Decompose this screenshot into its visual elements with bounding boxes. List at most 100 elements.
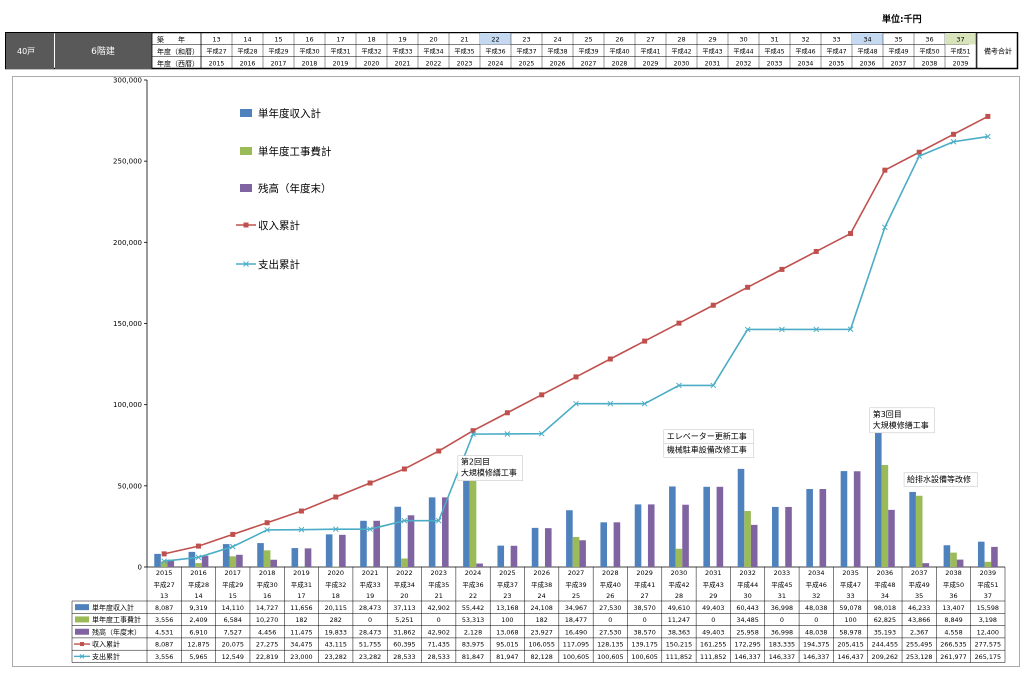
- header-year-built: 26: [615, 36, 623, 44]
- table-cell: 3,556: [155, 653, 173, 661]
- income-cumulative-point: [195, 543, 201, 549]
- bar-balance: [339, 534, 346, 567]
- bar-income: [531, 527, 539, 567]
- header-year-built: 25: [584, 36, 592, 44]
- expense-cumulative-point: [504, 431, 511, 437]
- x-label-seireki: 2039: [980, 569, 997, 577]
- table-cell: 60,395: [393, 641, 415, 649]
- expense-cumulative-point: [264, 527, 270, 533]
- bar-income: [428, 497, 436, 567]
- annotation-text: 大規模修繕工事: [873, 420, 929, 430]
- bar-balance: [407, 515, 415, 567]
- table-cell: 0: [608, 616, 612, 624]
- x-label-wareki: 平成44: [737, 580, 758, 589]
- bar-balance: [682, 504, 689, 567]
- bar-construction: [675, 548, 683, 567]
- marker-stroke: [641, 400, 648, 407]
- bar-income: [222, 544, 230, 567]
- bar-income: [737, 468, 745, 567]
- header-wareki: 平成38: [547, 48, 567, 56]
- table-cell: 6,910: [189, 628, 207, 636]
- x-label-wareki: 平成47: [840, 580, 861, 589]
- x-label-seireki: 2025: [499, 569, 516, 577]
- header-year-built: 21: [460, 36, 468, 44]
- table-cell: 117,095: [563, 641, 589, 649]
- table-cell: 3,556: [155, 616, 173, 624]
- floors-cell: [55, 33, 152, 69]
- table-cell: 0: [368, 616, 372, 624]
- table-cell: 146,337: [734, 653, 760, 661]
- x-label-year-built: 27: [640, 592, 648, 600]
- table-cell: 38,363: [668, 628, 690, 636]
- table-cell: 20,115: [325, 604, 347, 612]
- header-row-label: 年度（和暦）: [157, 47, 199, 56]
- table-cell: 24,108: [530, 604, 552, 612]
- table-cell: 60,443: [736, 604, 758, 612]
- table-cell: 261,977: [940, 653, 966, 661]
- table-cell: 2,409: [189, 616, 207, 624]
- x-label-year-built: 16: [263, 592, 271, 600]
- header-year-built: 13: [212, 36, 220, 44]
- header-seireki: 2019: [333, 61, 349, 68]
- bar-income: [325, 534, 333, 567]
- bar-balance: [647, 504, 655, 567]
- bar-balance: [544, 528, 552, 567]
- table-cell: 62,825: [874, 616, 896, 624]
- x-label-seireki: 2035: [842, 569, 859, 577]
- bar-income: [463, 476, 470, 567]
- table-cell: 23,282: [359, 653, 381, 661]
- bar-balance: [750, 524, 758, 567]
- header-seireki: 2035: [829, 61, 845, 68]
- x-label-wareki: 平成33: [359, 580, 380, 589]
- income-cumulative-point: [848, 231, 854, 237]
- annotation-text: 給排水設備等改修: [907, 474, 971, 484]
- table-cell: 5,251: [395, 616, 413, 624]
- bar-balance: [991, 546, 998, 567]
- marker-stroke: [538, 430, 545, 437]
- legend-label: 単年度収入計: [258, 107, 321, 120]
- table-cell: 12,400: [977, 628, 999, 636]
- marker-stroke: [676, 382, 682, 389]
- x-label-wareki: 平成49: [909, 580, 930, 589]
- income-cumulative-point: [985, 113, 991, 119]
- header-seireki: 2031: [705, 61, 721, 68]
- header-wareki: 平成48: [857, 48, 877, 56]
- income-cumulative-point: [573, 374, 579, 380]
- x-label-year-built: 14: [194, 592, 202, 600]
- income-cumulative-point: [951, 131, 957, 137]
- income-cumulative-point: [676, 320, 682, 326]
- x-label-year-built: 19: [366, 592, 374, 600]
- header-year-built: 35: [894, 36, 902, 44]
- x-label-seireki: 2016: [190, 569, 207, 577]
- header-seireki: 2021: [395, 61, 411, 68]
- bar-balance: [373, 520, 380, 567]
- bar-balance: [956, 559, 964, 567]
- table-cell: 36,998: [771, 604, 793, 612]
- bar-balance: [785, 506, 792, 567]
- floors-label: 6階建: [91, 45, 115, 57]
- table-cell: 25,958: [736, 628, 758, 636]
- table-cell: 100,605: [631, 653, 657, 661]
- table-cell: 183,335: [769, 641, 795, 649]
- table-cell: 37,113: [393, 604, 415, 612]
- table-cell: 34,475: [290, 641, 312, 649]
- header-row-label: 年度（西暦）: [157, 59, 199, 68]
- expense-cumulative-point: [538, 430, 545, 437]
- marker-stroke: [435, 517, 442, 524]
- x-label-seireki: 2036: [877, 569, 894, 577]
- header-wareki: 平成27: [206, 48, 226, 56]
- table-cell: 8,087: [155, 604, 173, 612]
- expense-cumulative-point: [332, 526, 339, 533]
- table-series-label: 収入累計: [92, 640, 120, 649]
- x-label-year-built: 30: [743, 592, 751, 600]
- income-cumulative-point: [882, 167, 888, 173]
- marker-stroke: [779, 326, 785, 333]
- x-label-year-built: 24: [538, 592, 546, 600]
- bar-balance: [888, 509, 895, 567]
- y-tick-label: 100,000: [113, 401, 142, 409]
- table-cell: 49,610: [668, 604, 690, 612]
- table-series-label: 単年度収入計: [92, 603, 134, 612]
- remarks-label: 備考合計: [984, 47, 1012, 56]
- x-label-seireki: 2023: [430, 569, 447, 577]
